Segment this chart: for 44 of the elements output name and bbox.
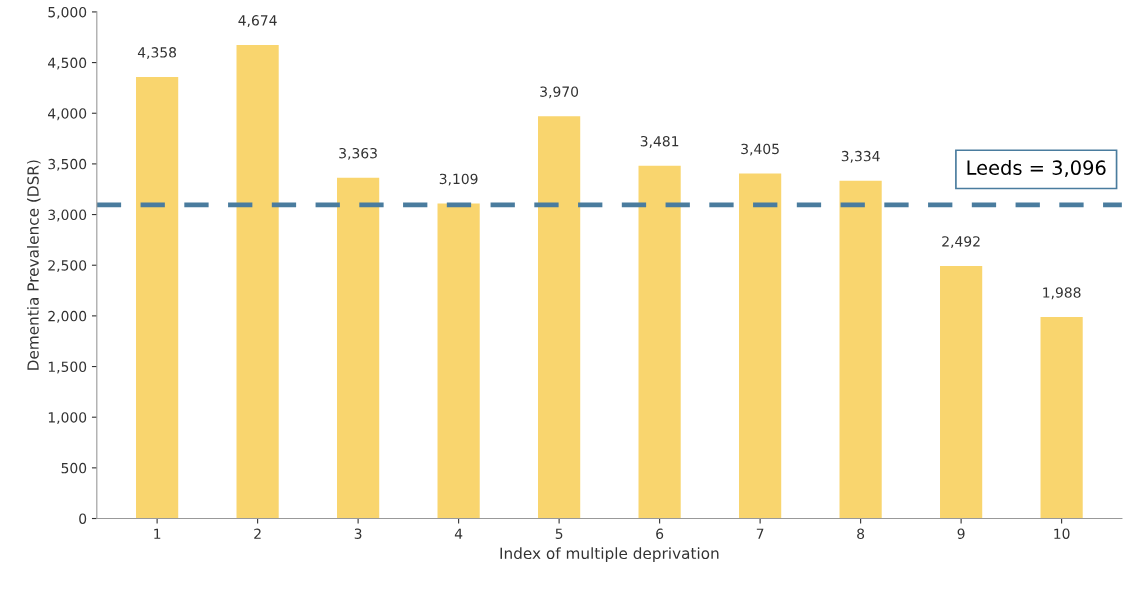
y-tick-label: 4,000 <box>48 108 87 121</box>
bar <box>337 177 380 519</box>
y-tick-label: 2,000 <box>48 310 87 323</box>
bar <box>739 173 782 519</box>
data-label: 3,363 <box>339 147 377 160</box>
bar <box>437 203 480 519</box>
data-label: 3,970 <box>540 86 579 99</box>
x-tick-label: 2 <box>254 528 261 539</box>
bar <box>839 180 882 519</box>
x-tick-label: 9 <box>957 528 965 539</box>
x-tick-label: 4 <box>454 528 463 539</box>
y-tick-label: 1,000 <box>48 412 87 425</box>
data-label: 3,109 <box>439 173 478 186</box>
y-tick-label: 0 <box>79 513 87 524</box>
data-label: 4,358 <box>137 47 177 60</box>
bar <box>136 76 179 519</box>
data-label: 1,988 <box>1043 287 1081 300</box>
y-tick-label: 500 <box>61 462 87 474</box>
bar <box>940 266 983 519</box>
x-axis-title: Index of multiple deprivation <box>500 547 719 563</box>
data-label: 3,481 <box>640 135 679 148</box>
bar <box>1040 317 1083 519</box>
bar <box>236 44 279 519</box>
x-tick-label: 1 <box>154 528 161 539</box>
data-label: 4,674 <box>238 15 277 28</box>
y-tick-label: 4,500 <box>48 57 87 70</box>
ref-line-label: Leeds = 3,096 <box>967 159 1106 177</box>
bar <box>638 165 681 519</box>
y-tick-label: 2,500 <box>48 260 87 273</box>
x-tick-label: 10 <box>1054 528 1070 539</box>
data-label: 3,405 <box>741 143 779 156</box>
data-label: 2,492 <box>942 236 980 249</box>
x-tick-label: 6 <box>656 528 664 539</box>
y-tick-label: 3,500 <box>48 158 87 171</box>
x-tick-label: 5 <box>555 528 563 539</box>
x-tick-label: 8 <box>857 528 865 539</box>
y-tick-label: 1,500 <box>48 361 87 374</box>
y-tick-label: 5,000 <box>48 6 87 19</box>
y-axis-title: Dementia Prevalence (DSR) <box>26 160 41 370</box>
bar <box>538 116 581 519</box>
data-label: 3,334 <box>841 150 880 163</box>
y-tick-label: 3,000 <box>48 209 87 222</box>
x-tick-label: 3 <box>354 528 362 539</box>
x-tick-label: 7 <box>756 528 764 539</box>
